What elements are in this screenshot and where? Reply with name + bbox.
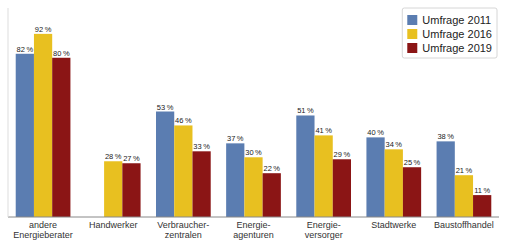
x-tick-label: Verbraucher-zentralen [157, 220, 209, 240]
bar [315, 135, 333, 217]
bar [296, 115, 314, 217]
data-label: 53 % [157, 103, 174, 112]
bar [156, 112, 174, 217]
x-tick-label: andereEnergieberater [13, 220, 73, 240]
data-label: 51 % [297, 106, 314, 115]
bar [16, 54, 34, 217]
bar [333, 159, 351, 217]
data-label: 38 % [437, 132, 454, 141]
legend-label: Umfrage 2011 [422, 14, 491, 26]
data-label: 80 % [53, 49, 70, 58]
chart: 82 % 53 % 37 % 51 % 40 % 38 % 92 % 28 % 46 % 30 %… [0, 0, 505, 247]
x-tick-label: Energie-agenturen [233, 220, 274, 240]
data-label: 28 % [105, 152, 122, 161]
x-tick-label: Baustoffhandel [434, 220, 494, 230]
bar [473, 195, 491, 217]
bars [16, 34, 492, 217]
data-label: 41 % [315, 126, 332, 135]
data-label: 27 % [123, 154, 140, 163]
legend-box [402, 8, 497, 58]
data-label: 25 % [404, 158, 421, 167]
bar [52, 58, 70, 217]
legend-label: Umfrage 2016 [422, 28, 492, 40]
data-label: 29 % [334, 150, 351, 159]
data-label: 33 % [193, 142, 210, 151]
data-label: 22 % [263, 164, 280, 173]
legend-label: Umfrage 2019 [422, 42, 492, 54]
x-tick-label: Handwerker [89, 220, 138, 230]
bar [455, 175, 473, 217]
y-axis-line [8, 8, 9, 217]
x-axis-line [8, 217, 499, 218]
legend: Umfrage 2011 Umfrage 2016 Umfrage 2019 [402, 8, 497, 58]
bar [263, 173, 281, 217]
data-label: 46 % [175, 116, 192, 125]
bar [366, 137, 384, 217]
data-label: 21 % [456, 166, 473, 175]
bar [244, 157, 262, 217]
x-tick-labels: andereEnergieberater Handwerker Verbrauche… [13, 220, 494, 240]
data-label: 11 % [474, 186, 490, 195]
chart-container: 82 % 53 % 37 % 51 % 40 % 38 % 92 % 28 % 46 % 30 %… [0, 0, 505, 247]
bar [34, 34, 52, 217]
bar [226, 143, 244, 217]
x-tick-label: Energie-versorger [305, 220, 343, 240]
legend-swatch [407, 29, 417, 39]
data-label: 40 % [367, 128, 384, 137]
data-label: 82 % [17, 45, 34, 54]
bar [437, 141, 455, 217]
legend-swatch [407, 43, 417, 53]
x-tick-label: Stadtwerke [371, 220, 416, 230]
bar [104, 161, 122, 217]
data-label: 30 % [245, 148, 262, 157]
bar [192, 151, 210, 217]
data-label: 34 % [386, 140, 403, 149]
bar [122, 163, 140, 217]
bar [174, 125, 192, 217]
data-label: 37 % [227, 134, 244, 143]
legend-swatch [407, 15, 417, 25]
bar [385, 149, 403, 217]
bar [403, 167, 421, 217]
data-label: 92 % [35, 25, 52, 34]
